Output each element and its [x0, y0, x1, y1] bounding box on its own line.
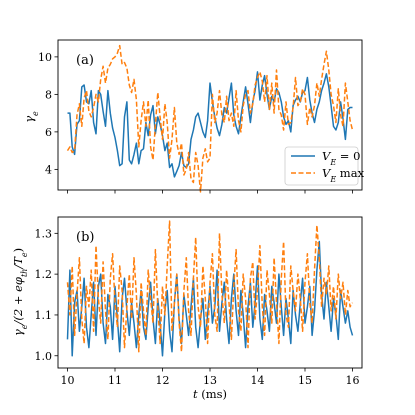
- x-tick-label: 11: [108, 374, 122, 387]
- y-tick-label: 1.1: [35, 309, 53, 322]
- x-tick-label: 16: [346, 374, 360, 387]
- y-label-mid: /T: [11, 256, 25, 270]
- panel-a: 4 6 8 10 (a): [38, 39, 363, 194]
- x-tick-label: 10: [61, 374, 75, 387]
- y-label-sub: e: [20, 324, 29, 329]
- series-line-ve-max: [66, 220, 354, 353]
- legend-sub: E: [329, 158, 336, 167]
- y-label-mid: /(2 + eφ: [11, 277, 25, 325]
- y-label-gamma: γ: [11, 329, 25, 336]
- x-label-var: t: [193, 387, 198, 401]
- x-tick-label: 12: [156, 374, 170, 387]
- legend: VE = 0VE max: [284, 146, 365, 186]
- x-label-unit: (ms): [198, 387, 227, 401]
- y-axis-label-a: γe: [22, 111, 40, 123]
- legend-entry: VE max: [322, 166, 365, 184]
- y-tick-label: 6: [45, 126, 52, 139]
- series-line-ve-zero: [66, 240, 354, 357]
- y-tick-label: 8: [45, 88, 52, 101]
- panel-label: (a): [76, 53, 94, 68]
- y-tick-label: 1.3: [35, 227, 53, 240]
- y-tick-label: 1.2: [35, 268, 53, 281]
- y-label-sub: e: [20, 252, 29, 257]
- y-label-gamma: γ: [22, 116, 36, 123]
- legend-v: V: [322, 166, 332, 180]
- legend-tail: = 0: [336, 149, 360, 163]
- y-tick-label: 4: [45, 163, 52, 176]
- series-line-ve-zero: [67, 71, 353, 178]
- y-axis-label-b: γe/(2 + eφth/Te): [11, 248, 29, 336]
- panel-b: 10 11 12 13 14 15 16 1.0 1.1 1.2 1.3 (b): [35, 216, 363, 387]
- y-tick-label: 1.0: [35, 350, 53, 363]
- legend-sub: E: [329, 175, 336, 184]
- legend-entry: VE = 0: [322, 149, 360, 167]
- panel-label: (b): [76, 230, 94, 245]
- legend-v: V: [322, 149, 332, 163]
- y-tick-label: 10: [38, 51, 52, 64]
- x-tick-label: 13: [203, 374, 217, 387]
- x-tick-label: 14: [251, 374, 265, 387]
- y-label-sub: th: [20, 269, 29, 277]
- x-axis-label: t (ms): [193, 387, 227, 401]
- legend-tail: max: [336, 166, 364, 180]
- y-label-sub: e: [31, 111, 40, 116]
- y-label-close: ): [11, 248, 25, 253]
- x-tick-label: 15: [298, 374, 312, 387]
- series-line-ve-max: [66, 44, 354, 193]
